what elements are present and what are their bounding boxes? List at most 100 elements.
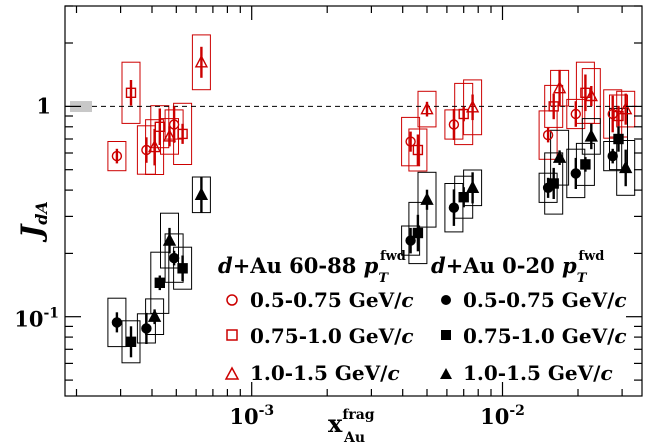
legend-marker-peripheral-square: [226, 329, 238, 341]
data-point-square: [177, 128, 188, 140]
data-point-square: [412, 144, 424, 156]
legend-label-central-0-text: 0.5-0.75 GeV/: [463, 288, 615, 312]
legend-header-central-p: p: [562, 253, 577, 278]
data-point-square: [154, 121, 166, 133]
y-axis-title: JdA: [15, 201, 51, 243]
systematic-box: [550, 129, 570, 186]
x-tick-1e-2-exponent: -2: [509, 403, 525, 419]
systematic-box: [544, 152, 564, 215]
data-point-circle: [570, 168, 581, 179]
legend-header-peripheral-p: p: [364, 253, 379, 278]
data-point-square: [613, 110, 624, 122]
legend-label-peripheral-0: 0.5-0.75 GeV/c: [250, 288, 414, 312]
y-axis-title-main: J: [15, 223, 48, 243]
legend-header-central: d+Au 0-20 pTfwd: [431, 249, 604, 286]
data-point-circle: [405, 235, 416, 246]
legend-header-central-sub: T: [577, 271, 588, 286]
systematic-box: [538, 110, 558, 160]
data-point-triangle: [552, 150, 567, 163]
systematic-box: [121, 61, 141, 124]
x-tick-1e-3-base: 10: [229, 404, 258, 429]
data-point-circle: [607, 108, 618, 120]
legend-marker-central-circle: [441, 295, 451, 305]
data-point-circle: [607, 150, 618, 162]
systematic-box: [616, 90, 636, 128]
systematic-box: [107, 297, 127, 348]
data-point-square: [458, 108, 469, 120]
systematic-box: [191, 34, 211, 91]
x-axis-title-main: x: [328, 409, 343, 438]
legend-header-peripheral: d+Au 60-88 pTfwd: [218, 249, 406, 286]
data-point-triangle: [162, 128, 177, 142]
axis-ticks-layer: [65, 5, 642, 396]
data-point-circle: [168, 252, 180, 264]
data-point-square: [125, 336, 137, 347]
data-point-circle: [570, 108, 581, 120]
data-point-circle: [448, 202, 460, 213]
data-point-triangle: [162, 233, 177, 246]
legend-marker-peripheral-circle: [226, 294, 238, 306]
legend-label-peripheral-2-unit: c: [387, 361, 399, 385]
legend-header-central-sup: fwd: [578, 249, 604, 264]
data-point-circle: [448, 119, 460, 130]
data-point-triangle: [147, 309, 162, 322]
legend-label-central-0: 0.5-0.75 GeV/c: [463, 288, 627, 312]
data-point-circle: [168, 119, 180, 130]
legend-label-peripheral-2-text: 1.0-1.5 GeV/: [250, 361, 388, 385]
y-tick-label-1: 1: [36, 93, 51, 118]
systematic-box: [150, 251, 170, 314]
legend-header-peripheral-sub: T: [378, 271, 389, 286]
data-point-circle: [542, 129, 554, 141]
x-axis-title-sub: Au: [343, 430, 365, 446]
plot-frame: [64, 5, 643, 397]
systematic-box: [401, 116, 421, 167]
x-axis-title: xfrag Au: [328, 407, 375, 446]
legend-label-central-1-unit: c: [614, 324, 626, 348]
data-point-square: [580, 159, 591, 170]
data-point-triangle: [552, 80, 567, 94]
legend-header-peripheral-text: +Au 60-88: [233, 253, 364, 278]
legend-marker-central-triangle: [440, 368, 452, 379]
systematic-box: [581, 68, 601, 124]
systematic-box: [566, 98, 586, 130]
data-point-triangle: [420, 101, 434, 115]
legend-label-peripheral-1: 0.75-1.0 GeV/c: [250, 324, 414, 348]
legend-label-central-0-unit: c: [614, 288, 626, 312]
data-point-triangle: [465, 99, 480, 113]
data-point-square: [125, 87, 137, 99]
data-point-square: [412, 227, 424, 239]
data-point-triangle: [147, 139, 162, 153]
legend-header-peripheral-sup: fwd: [380, 249, 406, 264]
data-point-triangle: [584, 128, 598, 142]
y-tick-label-0.1: 10-1: [14, 306, 59, 332]
data-point-triangle: [420, 192, 434, 205]
data-point-triangle: [584, 88, 598, 102]
data-point-circle: [141, 144, 152, 156]
legend-marker-central-square: [441, 330, 451, 340]
data-point-triangle: [194, 54, 209, 68]
data-point-circle: [405, 136, 416, 147]
legend-label-central-1-text: 0.75-1.0 GeV/: [463, 324, 615, 348]
legend-label-peripheral-0-text: 0.5-0.75 GeV/: [250, 288, 402, 312]
systematic-box: [107, 141, 127, 172]
y-axis-title-sub: dA: [32, 201, 51, 225]
legend-label-peripheral-0-unit: c: [401, 288, 413, 312]
y-tick-0.1-exponent: -1: [43, 306, 59, 322]
data-point-square: [458, 191, 469, 203]
systematic-box: [121, 320, 141, 364]
x-axis-title-sup: frag: [342, 407, 374, 423]
legend-label-peripheral-1-unit: c: [401, 324, 413, 348]
data-point-square: [613, 133, 624, 145]
y-tick-0.1-base: 10: [14, 307, 43, 332]
data-point-triangle: [619, 101, 633, 115]
systematic-box: [581, 118, 601, 155]
legend-label-central-2-unit: c: [600, 361, 612, 385]
systematic-box: [417, 171, 437, 228]
legend-header-peripheral-d: d: [218, 253, 233, 278]
data-point-square: [154, 277, 166, 288]
legend-label-central-1: 0.75-1.0 GeV/c: [463, 324, 627, 348]
data-point-square: [548, 178, 559, 189]
legend-label-peripheral-2: 1.0-1.5 GeV/c: [250, 361, 400, 385]
data-point-circle: [111, 150, 123, 162]
